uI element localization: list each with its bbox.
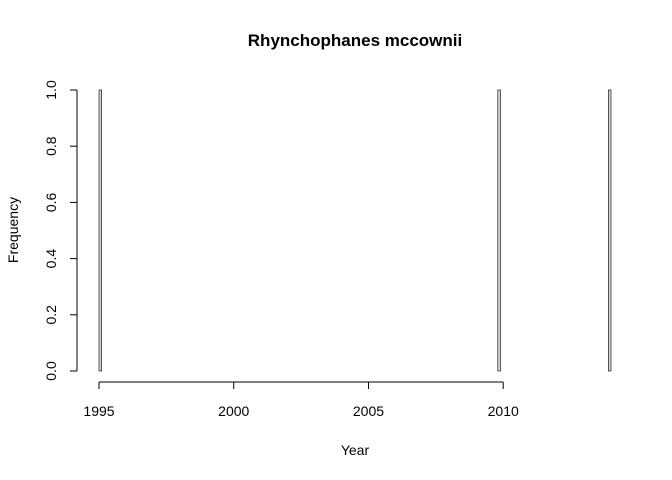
- y-tick-label: 0.2: [43, 305, 59, 325]
- chart-title: Rhynchophanes mccownii: [248, 31, 462, 50]
- y-tick-label: 0.0: [43, 361, 59, 381]
- y-tick-label: 0.8: [43, 136, 59, 156]
- y-axis: 0.0 0.2 0.4 0.6 0.8 1.0: [43, 80, 78, 381]
- y-tick-label: 0.4: [43, 249, 59, 269]
- bars-group: [98, 89, 612, 372]
- histogram-bar: [497, 89, 501, 372]
- x-tick-label: 2000: [218, 403, 249, 419]
- x-tick-label: 2010: [488, 403, 519, 419]
- y-axis-label: Frequency: [5, 197, 21, 263]
- x-tick-label: 1995: [83, 403, 114, 419]
- x-tick-label: 2005: [353, 403, 384, 419]
- x-axis-label: Year: [341, 442, 370, 458]
- histogram-bar: [98, 89, 102, 372]
- y-tick-label: 1.0: [43, 80, 59, 100]
- x-axis: 1995 2000 2005 2010: [83, 381, 519, 419]
- y-tick-label: 0.6: [43, 192, 59, 212]
- histogram-bar: [608, 89, 612, 372]
